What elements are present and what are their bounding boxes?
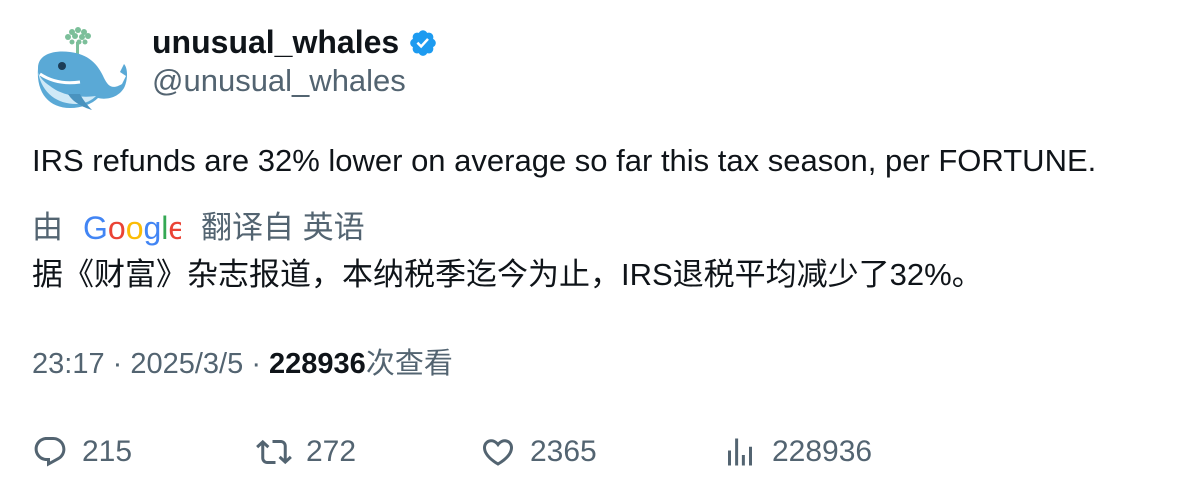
author-display-name[interactable]: unusual_whales xyxy=(152,24,400,60)
retweet-button[interactable]: 272 xyxy=(256,430,356,474)
views-action-count: 228936 xyxy=(772,435,873,468)
tweet-meta: 23:17 · 2025/3/5 · 228936次查看 xyxy=(32,344,453,384)
tweet-text: IRS refunds are 32% lower on average so … xyxy=(32,143,1097,178)
whale-avatar-icon xyxy=(37,27,127,110)
author-handle[interactable]: @unusual_whales xyxy=(152,63,406,98)
translation-attribution[interactable]: 由 Google 翻译自 英语 xyxy=(32,208,365,248)
like-count: 2365 xyxy=(530,435,597,468)
heart-icon xyxy=(482,439,514,466)
analytics-icon xyxy=(728,438,752,466)
action-bar: 215 272 2365 228936 xyxy=(0,430,1196,476)
reply-icon xyxy=(34,437,66,467)
retweet-icon xyxy=(256,439,292,465)
translated-text: 据《财富》杂志报道，本纳税季迄今为止，IRS退税平均减少了32%。 xyxy=(32,257,983,292)
retweet-count: 272 xyxy=(306,435,357,468)
tweet-date[interactable]: 2025/3/5 xyxy=(130,348,244,380)
views-label: 次查看 xyxy=(365,348,453,380)
like-button[interactable]: 2365 xyxy=(480,430,597,474)
views-button[interactable]: 228936 xyxy=(722,430,872,474)
author-name-row: unusual_whales xyxy=(152,22,438,62)
reply-count: 215 xyxy=(82,435,133,468)
reply-button[interactable]: 215 xyxy=(32,430,132,474)
meta-separator: · xyxy=(251,348,270,380)
svg-text:Google: Google xyxy=(83,210,181,246)
meta-separator: · xyxy=(112,348,131,380)
tweet-time[interactable]: 23:17 xyxy=(32,348,105,380)
verified-badge-icon xyxy=(410,30,436,56)
google-logo: Google xyxy=(83,208,186,248)
avatar[interactable] xyxy=(32,24,128,116)
translation-source-label: 翻译自 英语 xyxy=(201,210,365,245)
translation-by-label: 由 xyxy=(32,210,63,245)
views-count: 228936 xyxy=(269,348,366,380)
